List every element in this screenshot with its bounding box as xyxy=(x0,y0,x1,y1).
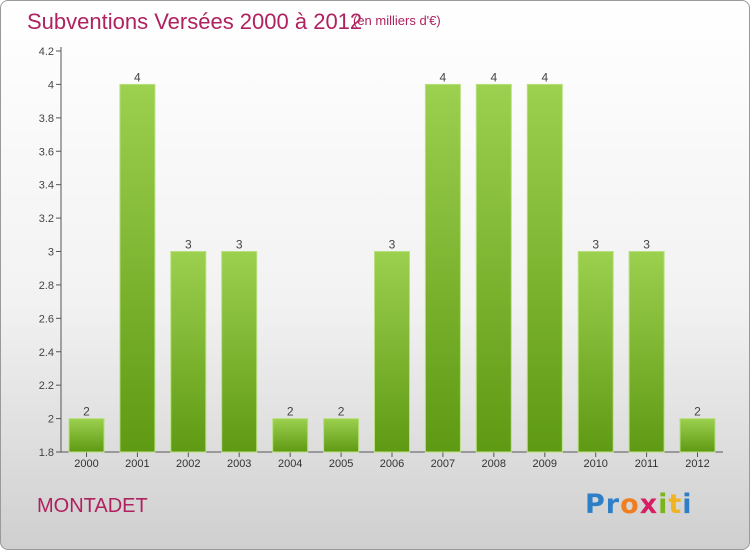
bar-value-label: 4 xyxy=(134,70,141,84)
bar-2010 xyxy=(577,251,614,453)
y-tick-label: 4.2 xyxy=(39,46,54,58)
x-tick-label: 2006 xyxy=(380,458,404,470)
chart-subtitle: (en milliers d'€) xyxy=(353,13,441,28)
logo-letter: r xyxy=(605,489,621,520)
bar-value-label: 3 xyxy=(185,238,192,252)
bar-2002 xyxy=(170,251,207,453)
x-tick-label: 2007 xyxy=(431,458,455,470)
x-tick-label: 2001 xyxy=(125,458,149,470)
bar-2005 xyxy=(323,418,360,453)
bar-value-label: 2 xyxy=(338,405,345,419)
bar-2009 xyxy=(526,83,563,453)
bar-2007 xyxy=(424,83,461,453)
bar-value-label: 3 xyxy=(236,238,243,252)
x-tick-label: 2005 xyxy=(329,458,353,470)
x-tick-label: 2002 xyxy=(176,458,200,470)
y-tick-label: 1.8 xyxy=(39,447,54,459)
x-tick-label: 2004 xyxy=(278,458,302,470)
bar-2004 xyxy=(272,418,309,453)
bar-value-label: 3 xyxy=(643,238,650,252)
bar-value-label: 2 xyxy=(287,405,294,419)
bar-value-label: 4 xyxy=(541,70,548,84)
x-tick-label: 2000 xyxy=(74,458,98,470)
y-tick-label: 3.6 xyxy=(39,146,54,158)
logo-letter: P xyxy=(585,489,606,520)
bar-value-label: 3 xyxy=(389,238,396,252)
y-tick-label: 2.8 xyxy=(39,280,54,292)
city-name: MONTADET xyxy=(37,495,148,517)
bar-value-label: 3 xyxy=(592,238,599,252)
logo-letter: o xyxy=(620,489,640,520)
bar-2008 xyxy=(475,83,512,453)
bar-value-label: 4 xyxy=(490,70,497,84)
bar-value-label: 4 xyxy=(440,70,447,84)
bar-2006 xyxy=(374,251,410,453)
bar-2003 xyxy=(221,251,258,453)
x-tick-label: 2009 xyxy=(533,458,557,470)
y-tick-label: 2.2 xyxy=(39,380,54,392)
x-tick-label: 2011 xyxy=(635,458,659,470)
bar-2001 xyxy=(119,83,156,453)
bar-value-label: 2 xyxy=(694,405,701,419)
logo-letter: t xyxy=(668,489,683,520)
bar-value-label: 2 xyxy=(83,405,90,419)
y-tick-label: 3.4 xyxy=(39,180,54,192)
logo-letter: x xyxy=(639,489,659,520)
y-tick-label: 2.6 xyxy=(39,313,54,325)
bar-2000 xyxy=(68,418,105,453)
x-tick-label: 2008 xyxy=(482,458,506,470)
y-tick-label: 3.8 xyxy=(39,113,54,125)
proxiti-logo: Proxiti xyxy=(585,489,693,520)
logo-letter: i xyxy=(658,489,669,520)
y-tick-label: 4 xyxy=(48,79,54,91)
chart-title: Subventions Versées 2000 à 2012 xyxy=(27,9,363,34)
bar-2011 xyxy=(628,251,665,453)
x-tick-label: 2003 xyxy=(227,458,251,470)
logo-letter: i xyxy=(682,489,693,520)
y-tick-label: 3.2 xyxy=(39,213,54,225)
x-tick-label: 2010 xyxy=(583,458,607,470)
y-tick-label: 3 xyxy=(48,247,54,259)
y-tick-label: 2 xyxy=(48,414,54,426)
x-tick-label: 2012 xyxy=(685,458,709,470)
y-tick-label: 2.4 xyxy=(39,347,54,359)
bar-2012 xyxy=(679,418,716,453)
